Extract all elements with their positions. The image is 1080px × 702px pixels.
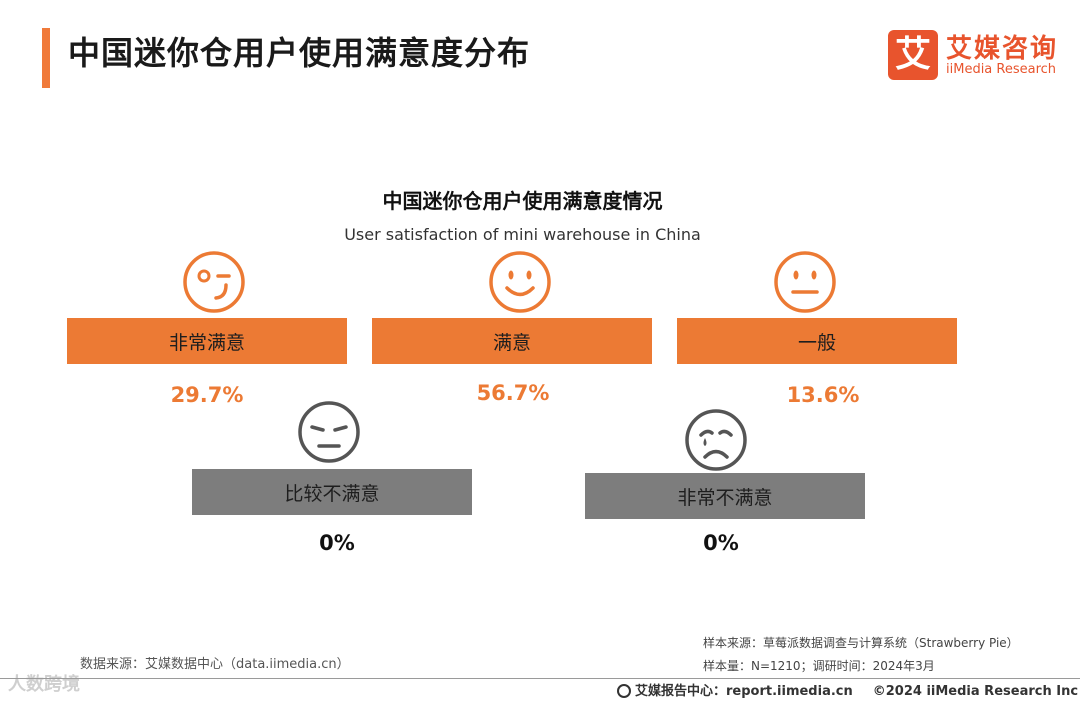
- title-accent-bar: [42, 28, 50, 88]
- value-label-dissatisfied: 0%: [319, 531, 355, 555]
- page-title: 中国迷你仓用户使用满意度分布: [68, 34, 531, 72]
- category-bar-satisfied: 满意: [372, 318, 652, 364]
- copyright-text: ©2024 iiMedia Research Inc: [872, 684, 1079, 699]
- sample-source-note: 样本来源：草莓派数据调查与计算系统（Strawberry Pie）: [703, 636, 1019, 650]
- sample-size-note: 样本量：N=1210；调研时间：2024年3月: [703, 659, 935, 673]
- chart-subtitle: User satisfaction of mini warehouse in C…: [344, 225, 701, 244]
- globe-icon: [617, 684, 631, 698]
- value-label-neutral: 13.6%: [786, 383, 860, 407]
- watermark-text: 人数跨境: [8, 674, 80, 695]
- wink-face-icon: [183, 251, 245, 313]
- logo-mark-icon: 艾: [888, 30, 938, 80]
- category-bar-very-satisfied: 非常满意: [67, 318, 347, 364]
- value-label-very-satisfied: 29.7%: [170, 383, 244, 407]
- crying-face-icon: [685, 409, 747, 471]
- category-label: 非常不满意: [677, 486, 773, 509]
- brand-logo: 艾 艾媒咨询 iiMedia Research: [888, 30, 1063, 86]
- smile-face-icon: [489, 251, 551, 313]
- category-label: 非常满意: [168, 331, 245, 354]
- footer-credits: 艾媒报告中心：report.iimedia.cn ©2024 iiMedia Re…: [617, 680, 1078, 699]
- neutral-face-icon: [774, 251, 836, 313]
- unhappy-face-icon: [298, 401, 360, 463]
- value-label-very-dissatisfied: 0%: [703, 531, 739, 555]
- logo-chinese-name: 艾媒咨询: [946, 34, 1059, 64]
- chart-title: 中国迷你仓用户使用满意度情况: [382, 189, 663, 213]
- report-center-link[interactable]: 艾媒报告中心：report.iimedia.cn: [635, 684, 853, 699]
- data-source-note: 数据来源：艾媒数据中心（data.iimedia.cn）: [80, 657, 350, 672]
- category-bar-neutral: 一般: [677, 318, 957, 364]
- category-bar-dissatisfied: 比较不满意: [192, 469, 472, 515]
- footer-divider: [0, 678, 1080, 679]
- value-label-satisfied: 56.7%: [476, 381, 550, 405]
- category-label: 一般: [797, 331, 836, 354]
- category-label: 满意: [492, 331, 531, 354]
- category-label: 比较不满意: [284, 482, 380, 505]
- logo-english-name: iiMedia Research: [946, 62, 1057, 77]
- category-bar-very-dissatisfied: 非常不满意: [585, 473, 865, 519]
